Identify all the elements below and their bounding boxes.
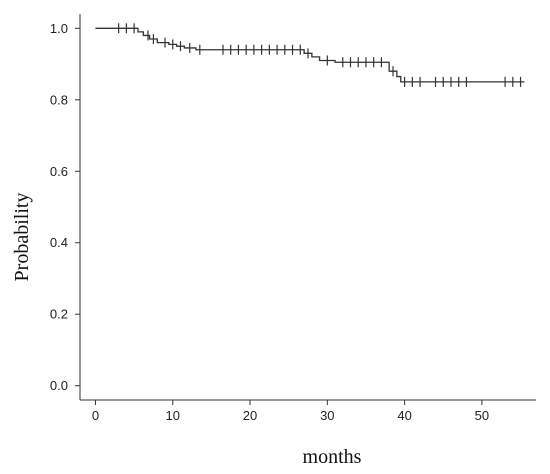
x-axis-title: months	[303, 446, 362, 468]
x-ticks: 0 10 20 30 40 50	[92, 400, 489, 423]
plot-area	[95, 23, 525, 87]
y-tick-label: 0.0	[50, 378, 68, 393]
x-tick-label: 40	[397, 408, 411, 423]
y-ticks: 0.0 0.2 0.4 0.6 0.8 1.0	[50, 21, 80, 393]
y-tick-label: 0.8	[50, 92, 68, 107]
x-tick-label: 50	[475, 408, 489, 423]
x-tick-label: 30	[320, 408, 334, 423]
survival-step-line	[95, 27, 525, 83]
y-axis-title: Probability	[11, 193, 33, 282]
y-tick-label: 1.0	[50, 21, 68, 36]
axes	[79, 14, 536, 401]
y-tick-label: 0.4	[50, 235, 68, 250]
x-tick-label: 20	[243, 408, 257, 423]
y-tick-label: 0.6	[50, 164, 68, 179]
x-tick-label: 0	[92, 408, 99, 423]
y-tick-label: 0.2	[50, 307, 68, 322]
x-tick-label: 10	[166, 408, 180, 423]
